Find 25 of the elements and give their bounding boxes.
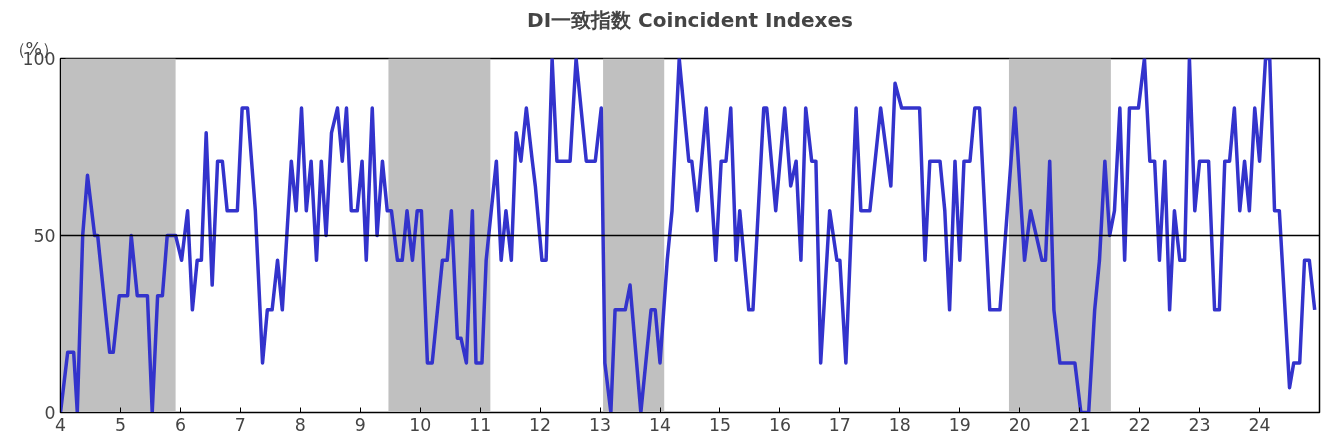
x-tick-label: 11 (469, 414, 492, 433)
x-tick-label: 4 (54, 414, 67, 433)
x-tick-label: 9 (354, 414, 366, 433)
x-tick-label: 10 (409, 414, 432, 433)
chart-title: DI一致指数 Coincident Indexes (527, 7, 853, 32)
x-tick-label: 16 (768, 414, 791, 433)
x-tick-label: 12 (529, 414, 552, 433)
x-tick-label: 7 (234, 414, 246, 433)
x-tick-label: 19 (948, 414, 971, 433)
y-tick-label: 0 (44, 403, 56, 423)
x-tick-label: 13 (589, 414, 612, 433)
x-tick-label: 24 (1248, 414, 1271, 433)
x-tick-label: 6 (174, 414, 186, 433)
x-tick-label: 17 (828, 414, 851, 433)
x-tick-label: 20 (1008, 414, 1031, 433)
x-tick-label: 5 (114, 414, 126, 433)
x-tick-label: 21 (1068, 414, 1091, 433)
x-tick-label: 22 (1128, 414, 1151, 433)
y-tick-label: 50 (33, 226, 56, 246)
x-tick-label: 14 (649, 414, 672, 433)
x-tick-label: 18 (888, 414, 911, 433)
x-tick-label: 23 (1188, 414, 1211, 433)
x-tick-label: 15 (708, 414, 732, 433)
line-series (60, 58, 1317, 413)
x-tick-label: 8 (294, 414, 306, 433)
